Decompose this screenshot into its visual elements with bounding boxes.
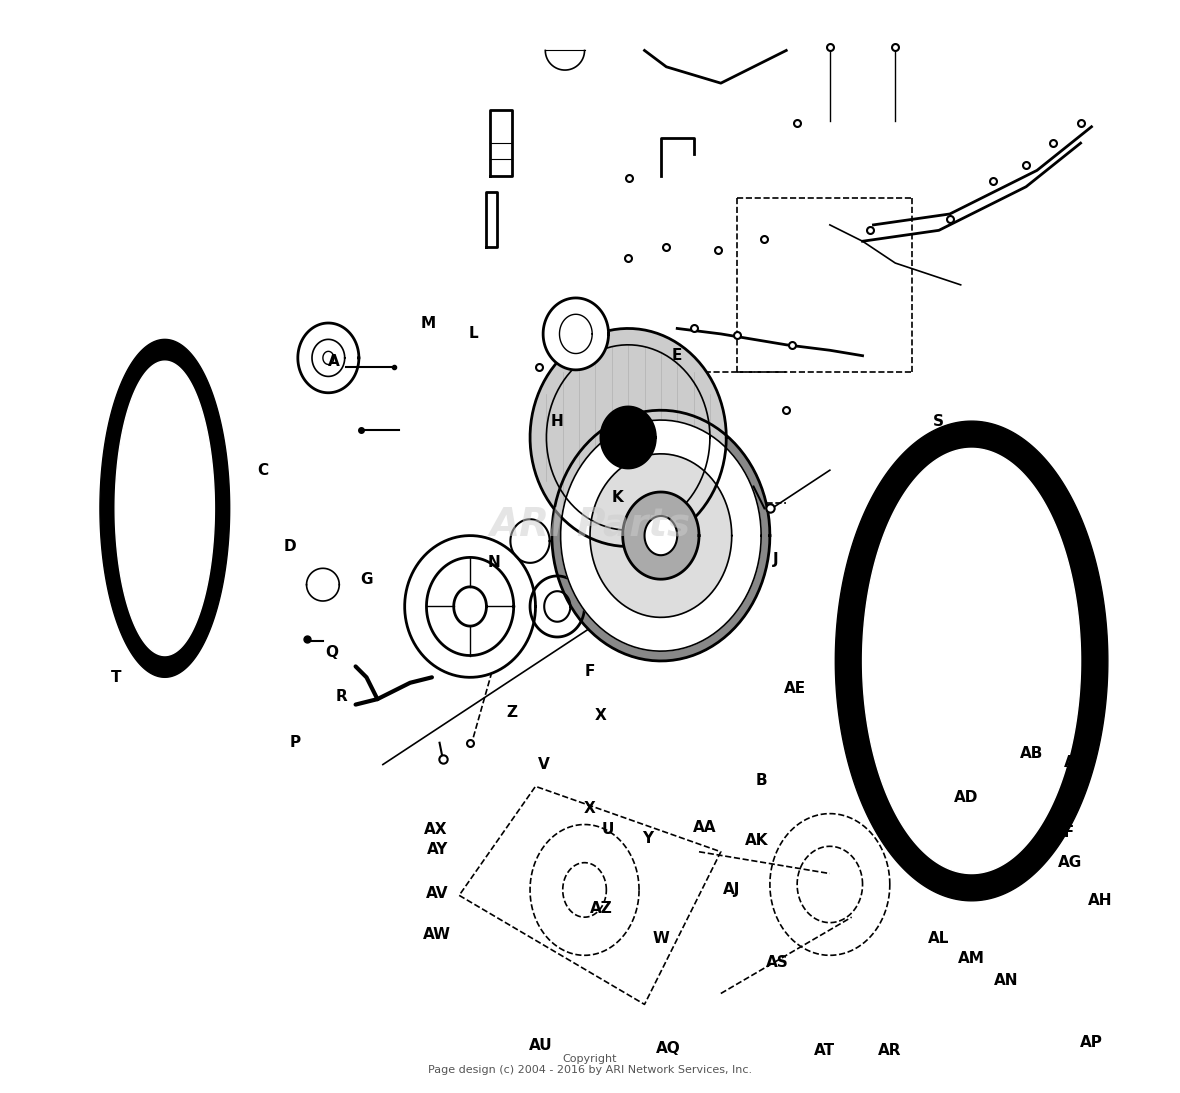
Polygon shape [490, 110, 511, 176]
Text: AP: AP [1080, 1035, 1103, 1050]
Text: L: L [468, 327, 478, 341]
Polygon shape [116, 361, 215, 656]
Text: E: E [673, 349, 682, 363]
Text: U: U [602, 822, 614, 837]
Text: Y: Y [642, 831, 654, 846]
Polygon shape [297, 324, 359, 392]
Text: M: M [421, 316, 437, 330]
Polygon shape [601, 407, 655, 468]
Text: B: B [755, 774, 767, 788]
Polygon shape [405, 536, 536, 678]
Text: AH: AH [1088, 893, 1113, 908]
Polygon shape [486, 192, 497, 247]
Polygon shape [552, 410, 769, 661]
Text: AW: AW [424, 927, 452, 942]
Text: AC: AC [1063, 755, 1087, 769]
Polygon shape [560, 420, 761, 651]
Text: ARI Parts: ARI Parts [490, 506, 690, 543]
Polygon shape [644, 516, 677, 555]
Polygon shape [835, 421, 1108, 901]
Text: W: W [653, 931, 669, 947]
Polygon shape [530, 329, 726, 546]
Text: Z: Z [506, 705, 517, 719]
Text: K: K [611, 490, 623, 505]
Text: AL: AL [929, 931, 950, 947]
Text: AF: AF [1054, 824, 1075, 839]
Text: J: J [773, 552, 778, 567]
Text: A: A [328, 354, 340, 368]
Text: V: V [538, 757, 550, 772]
Text: X: X [595, 708, 607, 722]
Polygon shape [530, 576, 584, 637]
Text: AT: AT [814, 1043, 835, 1058]
Text: N: N [487, 555, 500, 571]
Polygon shape [623, 492, 699, 579]
Text: H: H [551, 413, 564, 428]
Text: Q: Q [326, 645, 339, 660]
Text: Copyright
Page design (c) 2004 - 2016 by ARI Network Services, Inc.: Copyright Page design (c) 2004 - 2016 by… [428, 1054, 752, 1076]
Text: G: G [360, 572, 373, 587]
Text: AJ: AJ [723, 882, 740, 897]
Text: AA: AA [693, 820, 716, 835]
Text: S: S [933, 413, 944, 428]
Text: AR: AR [878, 1043, 902, 1058]
Text: AD: AD [953, 790, 978, 804]
Text: AZ: AZ [590, 901, 612, 916]
Text: AG: AG [1057, 855, 1082, 870]
Text: AX: AX [424, 822, 447, 837]
Text: AQ: AQ [656, 1041, 681, 1056]
Text: R: R [335, 690, 347, 705]
Text: X: X [584, 801, 596, 815]
Text: F: F [585, 665, 595, 680]
Text: AK: AK [745, 833, 768, 848]
Polygon shape [863, 448, 1081, 873]
Text: AU: AU [529, 1038, 552, 1054]
Text: C: C [257, 462, 269, 478]
Text: AB: AB [1020, 747, 1043, 761]
Text: AM: AM [958, 951, 985, 966]
Polygon shape [543, 298, 609, 369]
Polygon shape [590, 454, 732, 618]
Polygon shape [511, 519, 550, 563]
Text: AV: AV [426, 885, 448, 901]
Polygon shape [100, 339, 230, 678]
Text: P: P [290, 736, 301, 750]
Text: T: T [111, 670, 122, 685]
Text: AY: AY [427, 842, 448, 857]
Text: AS: AS [766, 955, 789, 971]
Text: D: D [284, 539, 296, 554]
Text: AN: AN [995, 973, 1018, 988]
Text: AE: AE [784, 681, 806, 696]
